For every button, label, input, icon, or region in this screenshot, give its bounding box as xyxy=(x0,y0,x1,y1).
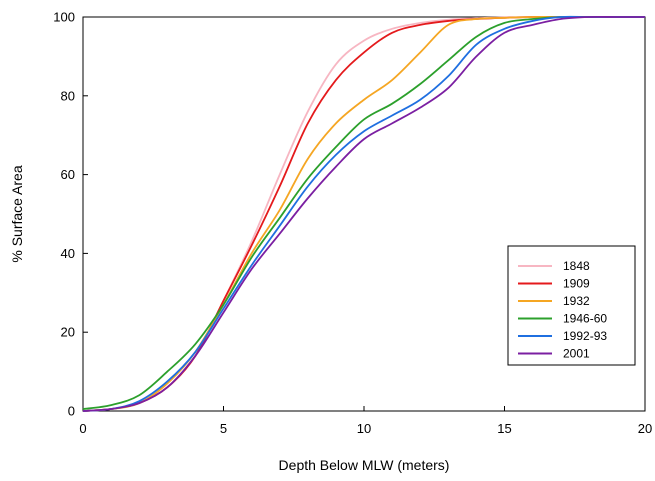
legend-label: 1909 xyxy=(563,277,590,291)
x-tick-label: 0 xyxy=(79,421,86,436)
x-tick-label: 20 xyxy=(638,421,652,436)
y-axis-label: % Surface Area xyxy=(9,165,25,262)
x-tick-label: 5 xyxy=(220,421,227,436)
y-tick-label: 0 xyxy=(68,404,75,419)
legend-label: 2001 xyxy=(563,347,590,361)
series-line-1992-93 xyxy=(82,15,645,412)
x-axis-label: Depth Below MLW (meters) xyxy=(279,457,450,473)
legend-label: 1992-93 xyxy=(563,329,607,343)
x-tick-label: 10 xyxy=(357,421,371,436)
y-tick-label: 20 xyxy=(61,325,75,340)
x-axis-ticks: 0 5 10 15 20 xyxy=(79,406,652,436)
legend-label: 1848 xyxy=(563,259,590,273)
x-tick-label: 15 xyxy=(497,421,511,436)
legend: 1848 1909 1932 1946-60 1992-93 2001 xyxy=(507,245,636,366)
legend-label: 1932 xyxy=(563,294,590,308)
series-lines xyxy=(82,15,645,412)
y-tick-label: 100 xyxy=(53,10,75,25)
y-tick-label: 60 xyxy=(61,167,75,182)
y-tick-label: 40 xyxy=(61,246,75,261)
series-line-2001 xyxy=(82,15,645,412)
legend-label: 1946-60 xyxy=(563,312,607,326)
y-tick-label: 80 xyxy=(61,88,75,103)
